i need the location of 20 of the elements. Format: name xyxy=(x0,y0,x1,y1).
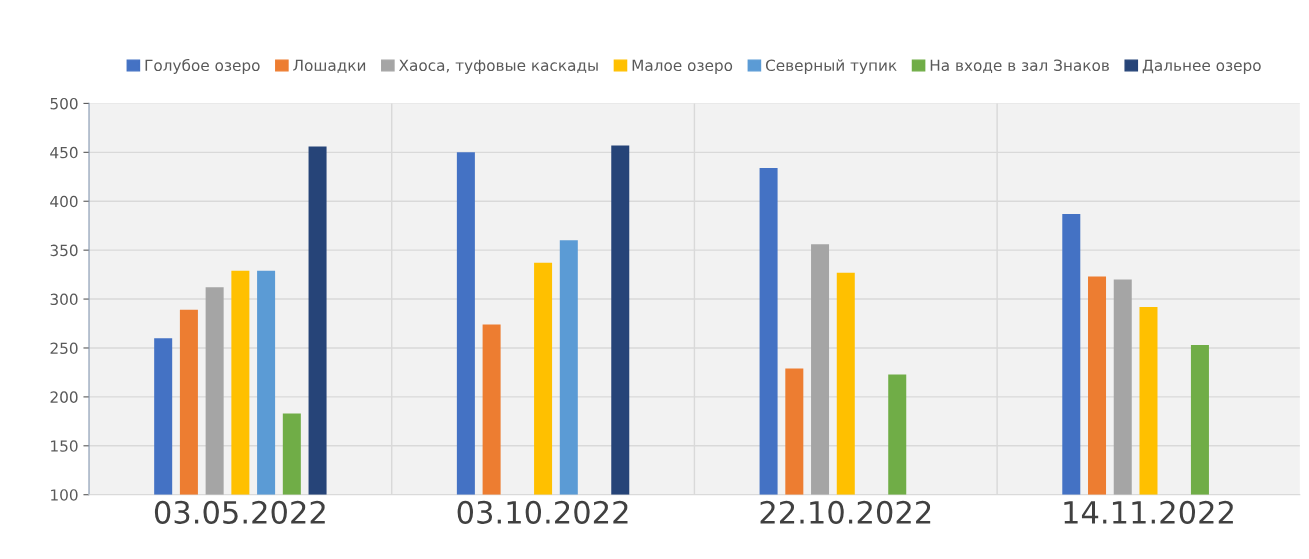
legend-label: Голубое озеро xyxy=(145,58,260,75)
legend-label: Дальнее озеро xyxy=(1142,59,1261,75)
x-tick-label: 14.11.2022 xyxy=(1064,500,1233,524)
y-tick-label: 250 xyxy=(50,342,78,354)
y-tick-label: 200 xyxy=(50,391,78,403)
x-tick-label: 22.10.2022 xyxy=(760,500,931,524)
legend-label: Северный тупик xyxy=(765,59,897,75)
legend-label: Хаоса, туфовые каскады xyxy=(399,59,598,75)
y-tick-label: 100 xyxy=(51,489,78,501)
y-tick-label: 500 xyxy=(50,97,78,110)
legend-label: Лошадки xyxy=(293,59,366,73)
y-tick-label: 450 xyxy=(50,146,78,159)
x-tick-label: 03.10.2022 xyxy=(457,500,628,524)
legend-label: Малое озеро xyxy=(632,59,733,75)
legend-label: На входе в зал Знаков xyxy=(930,59,1109,73)
x-tick-label: 03.05.2022 xyxy=(154,500,325,524)
y-tick-label: 350 xyxy=(50,244,78,257)
y-tick-label: 400 xyxy=(50,195,78,208)
y-tick-label: 150 xyxy=(51,440,78,452)
y-tick-label: 300 xyxy=(50,293,78,306)
